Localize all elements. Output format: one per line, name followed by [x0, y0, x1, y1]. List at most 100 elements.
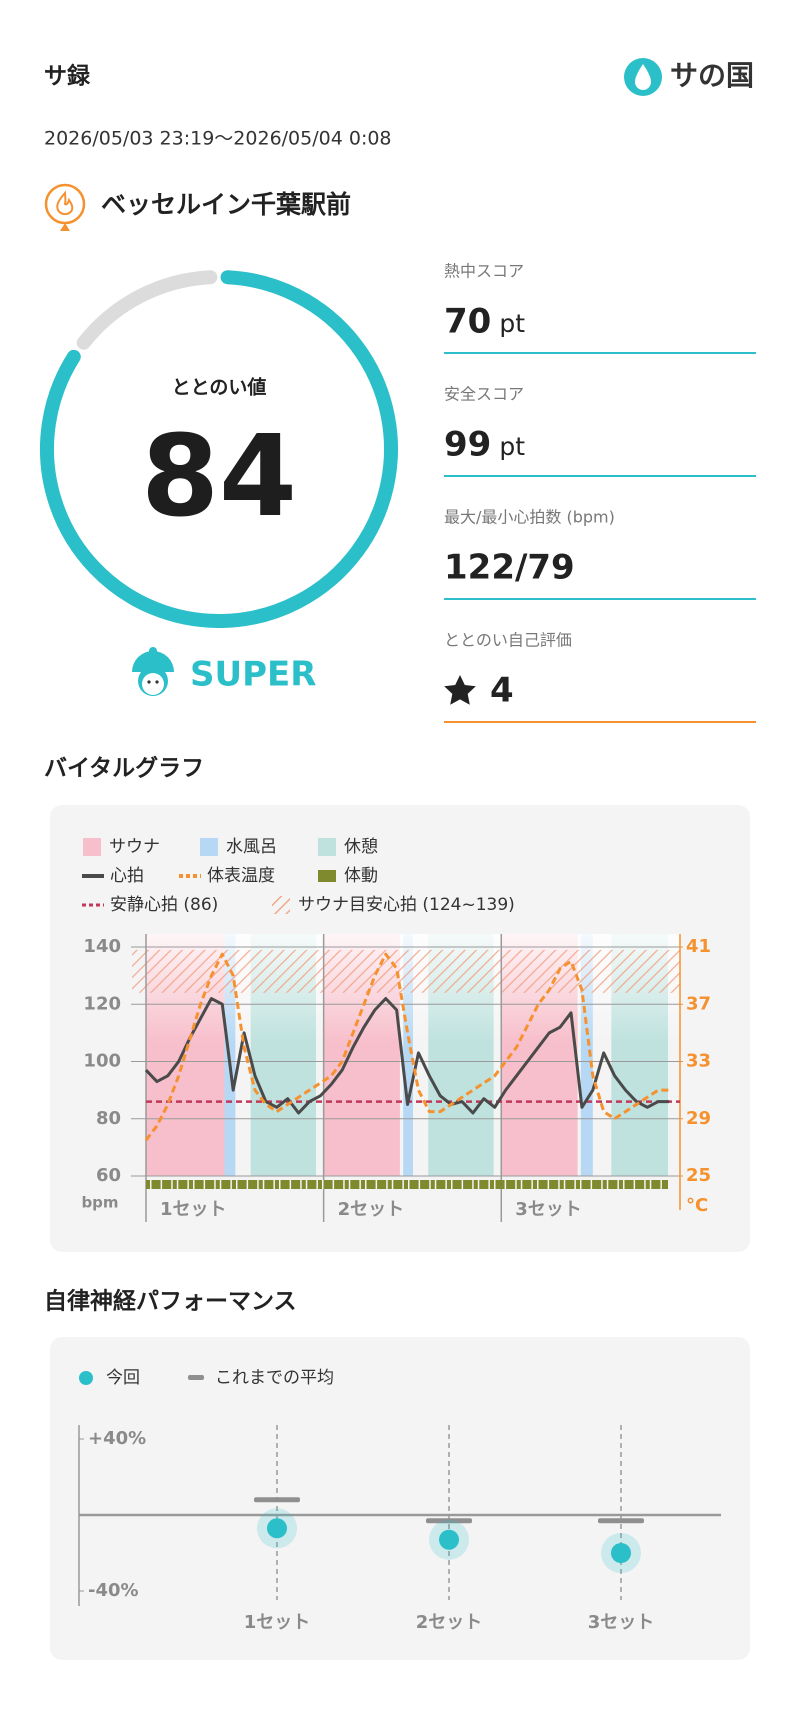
movement-gap — [408, 1180, 410, 1189]
x-tick-label: 1セット — [244, 1612, 311, 1633]
legend-dot — [79, 1371, 93, 1385]
movement-gap — [230, 1180, 232, 1189]
x-tick-label: 3セット — [515, 1199, 582, 1220]
score-value: 70 — [444, 302, 491, 342]
legend-swatch — [272, 896, 290, 914]
movement-gap — [359, 1180, 361, 1189]
movement-gap — [606, 1180, 609, 1189]
section-title: 自律神経パフォーマンス — [44, 1288, 297, 1315]
movement-gap — [193, 1180, 195, 1189]
movement-gap — [649, 1180, 652, 1189]
movement-gap — [316, 1180, 318, 1189]
movement-gap — [494, 1180, 496, 1189]
movement-gap — [633, 1180, 636, 1189]
movement-gap — [391, 1180, 394, 1189]
score-unit: pt — [499, 432, 525, 461]
legend-swatch — [318, 838, 336, 856]
legend-label: 休憩 — [344, 837, 378, 857]
movement-gap — [580, 1180, 582, 1189]
logo-text: サの国 — [670, 59, 754, 92]
movement-gap — [257, 1180, 259, 1189]
y-tick-label: 120 — [83, 993, 121, 1014]
y2-axis-label: °C — [686, 1195, 708, 1216]
legend-swatch — [200, 838, 218, 856]
movement-gap — [531, 1180, 533, 1189]
movement-gap — [365, 1180, 367, 1189]
movement-gap — [246, 1180, 249, 1189]
gauge-number: 84 — [141, 412, 297, 542]
movement-gap — [429, 1180, 431, 1189]
page-title: サ録 — [44, 63, 91, 90]
movement-gap — [537, 1180, 539, 1189]
period: 2026/05/03 23:19〜2026/05/04 0:08 — [44, 128, 392, 150]
rank-icon — [132, 647, 174, 696]
legend-label: これまでの平均 — [215, 1368, 334, 1388]
score-label: 安全スコア — [444, 385, 524, 404]
movement-gap — [150, 1180, 152, 1189]
x-tick-label: 1セット — [160, 1199, 227, 1220]
legend-label: 体動 — [344, 866, 378, 886]
legend-label: 今回 — [106, 1368, 140, 1388]
movement-gap — [203, 1180, 206, 1189]
legend-swatch — [83, 838, 101, 856]
ans-card — [50, 1337, 750, 1660]
movement-gap — [445, 1180, 447, 1189]
y-tick-label: 80 — [96, 1108, 121, 1129]
legend-label: サウナ目安心拍 (124~139) — [298, 895, 515, 915]
movement-gap — [558, 1180, 560, 1189]
y2-tick-label: 25 — [686, 1165, 711, 1186]
movement-gap — [477, 1180, 480, 1189]
legend-label: 安静心拍 (86) — [110, 895, 218, 915]
movement-gap — [563, 1180, 566, 1189]
x-tick-label: 2セット — [338, 1199, 405, 1220]
score-label: 熱中スコア — [444, 262, 524, 281]
legend-label: 水風呂 — [226, 837, 277, 857]
movement-gap — [402, 1180, 404, 1189]
movement-gap — [590, 1180, 593, 1189]
section-title: バイタルグラフ — [44, 755, 204, 782]
y-tick-label: 100 — [83, 1051, 121, 1072]
score-value: 99 — [444, 425, 491, 465]
x-tick-label: 2セット — [416, 1612, 483, 1633]
movement-gap — [461, 1180, 464, 1189]
logo-icon — [624, 58, 662, 96]
y-tick-label: -40% — [88, 1580, 139, 1601]
legend-label: サウナ — [109, 837, 160, 857]
movement-gap — [305, 1180, 308, 1189]
gauge-value — [40, 270, 398, 628]
current-dot — [439, 1529, 459, 1550]
movement-gap — [488, 1180, 490, 1189]
movement-gap — [375, 1180, 378, 1189]
legend-label: 心拍 — [110, 866, 144, 886]
score-label: 最大/最小心拍数 (bpm) — [444, 508, 615, 527]
y-axis-label: bpm — [81, 1194, 118, 1212]
legend-dash — [188, 1375, 204, 1380]
movement-gap — [504, 1180, 507, 1189]
y2-tick-label: 33 — [686, 1051, 711, 1072]
gauge-label: ととのい値 — [172, 377, 267, 399]
movement-gap — [219, 1180, 222, 1189]
star-icon — [444, 675, 476, 705]
movement-gap — [434, 1180, 437, 1189]
y2-tick-label: 29 — [686, 1108, 711, 1129]
movement-gap — [386, 1180, 388, 1189]
current-dot — [267, 1518, 287, 1539]
heart-rate-line — [144, 997, 670, 1115]
current-dot — [611, 1543, 631, 1563]
y2-tick-label: 37 — [686, 993, 711, 1014]
movement-gap — [601, 1180, 603, 1189]
movement-gap — [279, 1180, 281, 1189]
score-unit: pt — [499, 309, 525, 338]
score-value: 122/79 — [444, 548, 575, 588]
movement-gap — [547, 1180, 550, 1189]
movement-gap — [262, 1180, 265, 1189]
legend-swatch — [318, 870, 336, 882]
movement-gap — [418, 1180, 421, 1189]
x-tick-label: 3セット — [588, 1612, 655, 1633]
average-mark — [598, 1518, 644, 1524]
score-value: 4 — [490, 671, 514, 711]
movement-gap — [273, 1180, 275, 1189]
gauge-track — [76, 270, 218, 350]
movement-gap — [236, 1180, 238, 1189]
